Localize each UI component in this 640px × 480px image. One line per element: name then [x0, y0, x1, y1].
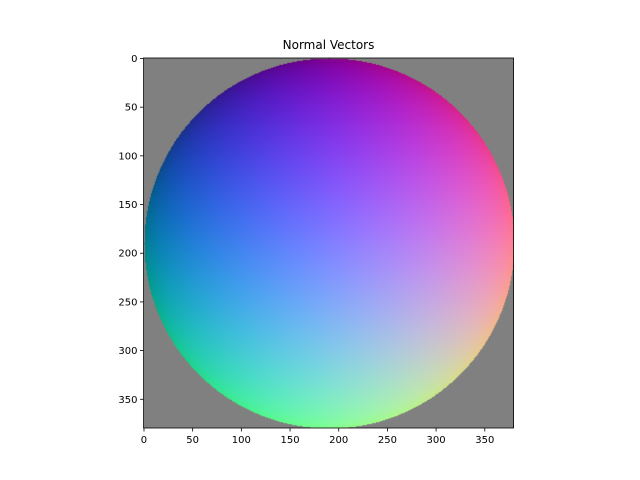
x-tick-label: 50 [186, 435, 199, 446]
x-tick-label: 200 [329, 435, 348, 446]
x-tick-label: 250 [378, 435, 397, 446]
y-tick-label: 50 [125, 103, 138, 114]
y-tick-label: 350 [118, 395, 137, 406]
y-tick-label: 250 [118, 297, 137, 308]
image-holder [143, 58, 514, 428]
normal-map-image [143, 58, 514, 428]
x-axis: 0 50 100 150 200 250 300 350 [141, 428, 494, 446]
x-tick-label: 150 [280, 435, 299, 446]
plot-area [143, 58, 514, 428]
x-tick-label: 0 [141, 435, 147, 446]
chart-title: Normal Vectors [283, 38, 375, 52]
x-tick-label: 300 [427, 435, 446, 446]
y-tick-label: 150 [118, 200, 137, 211]
y-tick-label: 200 [118, 249, 137, 260]
y-axis: 0 50 100 150 200 250 300 350 [118, 54, 144, 406]
x-tick-label: 350 [475, 435, 494, 446]
y-tick-label: 100 [118, 151, 137, 162]
x-tick-label: 100 [232, 435, 251, 446]
y-tick-label: 0 [131, 54, 137, 65]
plot-frame [143, 57, 514, 429]
y-tick-label: 300 [118, 346, 137, 357]
